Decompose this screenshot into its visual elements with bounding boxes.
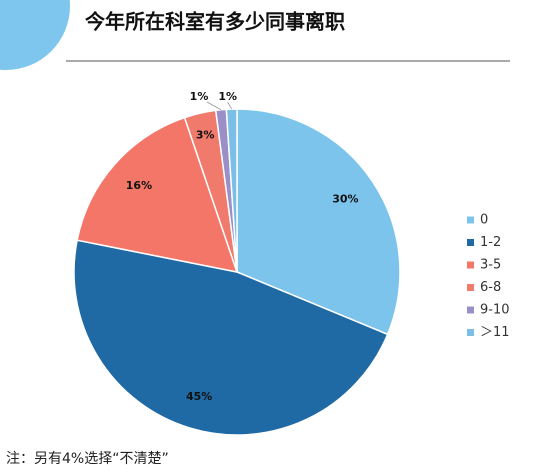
data-label: 30%: [332, 193, 358, 206]
pie-slice: [236, 108, 401, 336]
legend-swatch: [467, 329, 474, 336]
chart-title: 今年所在科室有多少同事离职: [85, 10, 345, 34]
legend-label: ＞11: [480, 325, 510, 340]
legend-label: 9-10: [480, 303, 510, 318]
legend-label: 3-5: [480, 258, 501, 273]
legend-swatch: [467, 239, 474, 246]
legend-label: 6-8: [480, 280, 501, 295]
decoration: [0, 0, 70, 70]
data-label: 1%: [218, 90, 237, 103]
data-label: 3%: [196, 128, 215, 141]
legend-label: 0: [480, 213, 488, 228]
data-label: 45%: [186, 390, 212, 403]
legend-label: 1-2: [480, 235, 501, 250]
note: 注：另有4%选择“不清楚”: [6, 451, 169, 467]
data-label: 1%: [190, 90, 209, 103]
leader-line: [227, 101, 233, 110]
legend-swatch: [467, 306, 474, 314]
legend-swatch: [467, 284, 474, 291]
leader-line: [206, 101, 222, 111]
pie-slice: [73, 239, 389, 436]
legend-swatch: [467, 216, 474, 224]
data-label: 16%: [126, 179, 152, 192]
legend-swatch: [467, 261, 474, 269]
